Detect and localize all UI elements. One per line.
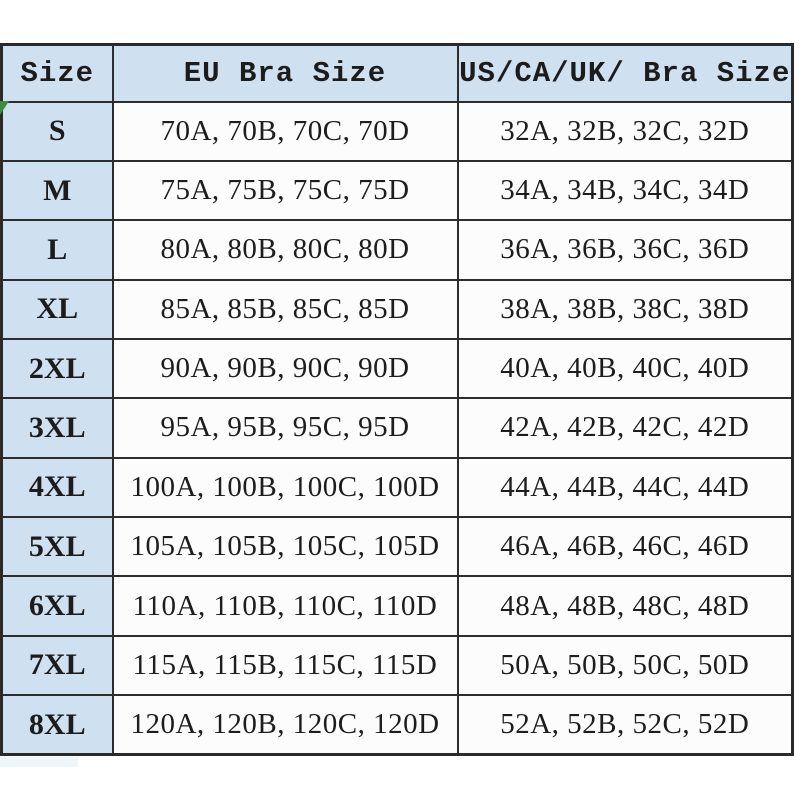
table-row: 3XL 95A, 95B, 95C, 95D 42A, 42B, 42C, 42… bbox=[0, 397, 794, 459]
eu-size-cell: 75A, 75B, 75C, 75D bbox=[111, 159, 459, 222]
column-header-us-ca-uk-bra-size: US/CA/UK/ Bra Size bbox=[456, 43, 794, 103]
size-label-cell: 4XL bbox=[0, 456, 114, 519]
size-label-cell: M bbox=[0, 159, 114, 222]
table-row: XL 85A, 85B, 85C, 85D 38A, 38B, 38C, 38D bbox=[0, 278, 794, 340]
size-label-cell: 7XL bbox=[0, 634, 114, 697]
table-row: S 70A, 70B, 70C, 70D 32A, 32B, 32C, 32D bbox=[0, 100, 794, 162]
us-size-cell: 44A, 44B, 44C, 44D bbox=[456, 456, 794, 519]
size-label-cell: 5XL bbox=[0, 516, 114, 578]
eu-size-cell: 80A, 80B, 80C, 80D bbox=[111, 219, 459, 281]
us-size-cell: 36A, 36B, 36C, 36D bbox=[456, 219, 794, 281]
us-size-cell: 32A, 32B, 32C, 32D bbox=[456, 100, 794, 162]
bottom-left-tint bbox=[0, 757, 78, 767]
size-label-cell: S bbox=[0, 100, 114, 162]
size-label-cell: XL bbox=[0, 278, 114, 340]
table-header-row: Size EU Bra Size US/CA/UK/ Bra Size bbox=[0, 43, 794, 103]
us-size-cell: 46A, 46B, 46C, 46D bbox=[456, 516, 794, 578]
eu-size-cell: 120A, 120B, 120C, 120D bbox=[111, 694, 459, 756]
eu-size-cell: 100A, 100B, 100C, 100D bbox=[111, 456, 459, 519]
table-row: 6XL 110A, 110B, 110C, 110D 48A, 48B, 48C… bbox=[0, 575, 794, 637]
eu-size-cell: 70A, 70B, 70C, 70D bbox=[111, 100, 459, 162]
us-size-cell: 52A, 52B, 52C, 52D bbox=[456, 694, 794, 756]
eu-size-cell: 105A, 105B, 105C, 105D bbox=[111, 516, 459, 578]
table-row: 2XL 90A, 90B, 90C, 90D 40A, 40B, 40C, 40… bbox=[0, 337, 794, 400]
green-triangle-marker-icon bbox=[0, 101, 9, 115]
size-label-cell: 6XL bbox=[0, 575, 114, 637]
us-size-cell: 40A, 40B, 40C, 40D bbox=[456, 337, 794, 400]
eu-size-cell: 85A, 85B, 85C, 85D bbox=[111, 278, 459, 340]
column-header-size: Size bbox=[0, 43, 114, 103]
bra-size-conversion-table: Size EU Bra Size US/CA/UK/ Bra Size S 70… bbox=[0, 43, 794, 756]
size-label-cell: L bbox=[0, 219, 114, 281]
size-label-cell: 8XL bbox=[0, 694, 114, 756]
table-row: 7XL 115A, 115B, 115C, 115D 50A, 50B, 50C… bbox=[0, 634, 794, 697]
table-row: M 75A, 75B, 75C, 75D 34A, 34B, 34C, 34D bbox=[0, 159, 794, 222]
eu-size-cell: 110A, 110B, 110C, 110D bbox=[111, 575, 459, 637]
eu-size-cell: 95A, 95B, 95C, 95D bbox=[111, 397, 459, 459]
table-row: 4XL 100A, 100B, 100C, 100D 44A, 44B, 44C… bbox=[0, 456, 794, 519]
table-body: S 70A, 70B, 70C, 70D 32A, 32B, 32C, 32D … bbox=[0, 100, 794, 756]
size-label-cell: 2XL bbox=[0, 337, 114, 400]
us-size-cell: 34A, 34B, 34C, 34D bbox=[456, 159, 794, 222]
eu-size-cell: 90A, 90B, 90C, 90D bbox=[111, 337, 459, 400]
table-row: 8XL 120A, 120B, 120C, 120D 52A, 52B, 52C… bbox=[0, 694, 794, 756]
table-row: 5XL 105A, 105B, 105C, 105D 46A, 46B, 46C… bbox=[0, 516, 794, 578]
us-size-cell: 48A, 48B, 48C, 48D bbox=[456, 575, 794, 637]
us-size-cell: 42A, 42B, 42C, 42D bbox=[456, 397, 794, 459]
size-label-cell: 3XL bbox=[0, 397, 114, 459]
us-size-cell: 50A, 50B, 50C, 50D bbox=[456, 634, 794, 697]
us-size-cell: 38A, 38B, 38C, 38D bbox=[456, 278, 794, 340]
column-header-eu-bra-size: EU Bra Size bbox=[111, 43, 459, 103]
eu-size-cell: 115A, 115B, 115C, 115D bbox=[111, 634, 459, 697]
table-row: L 80A, 80B, 80C, 80D 36A, 36B, 36C, 36D bbox=[0, 219, 794, 281]
